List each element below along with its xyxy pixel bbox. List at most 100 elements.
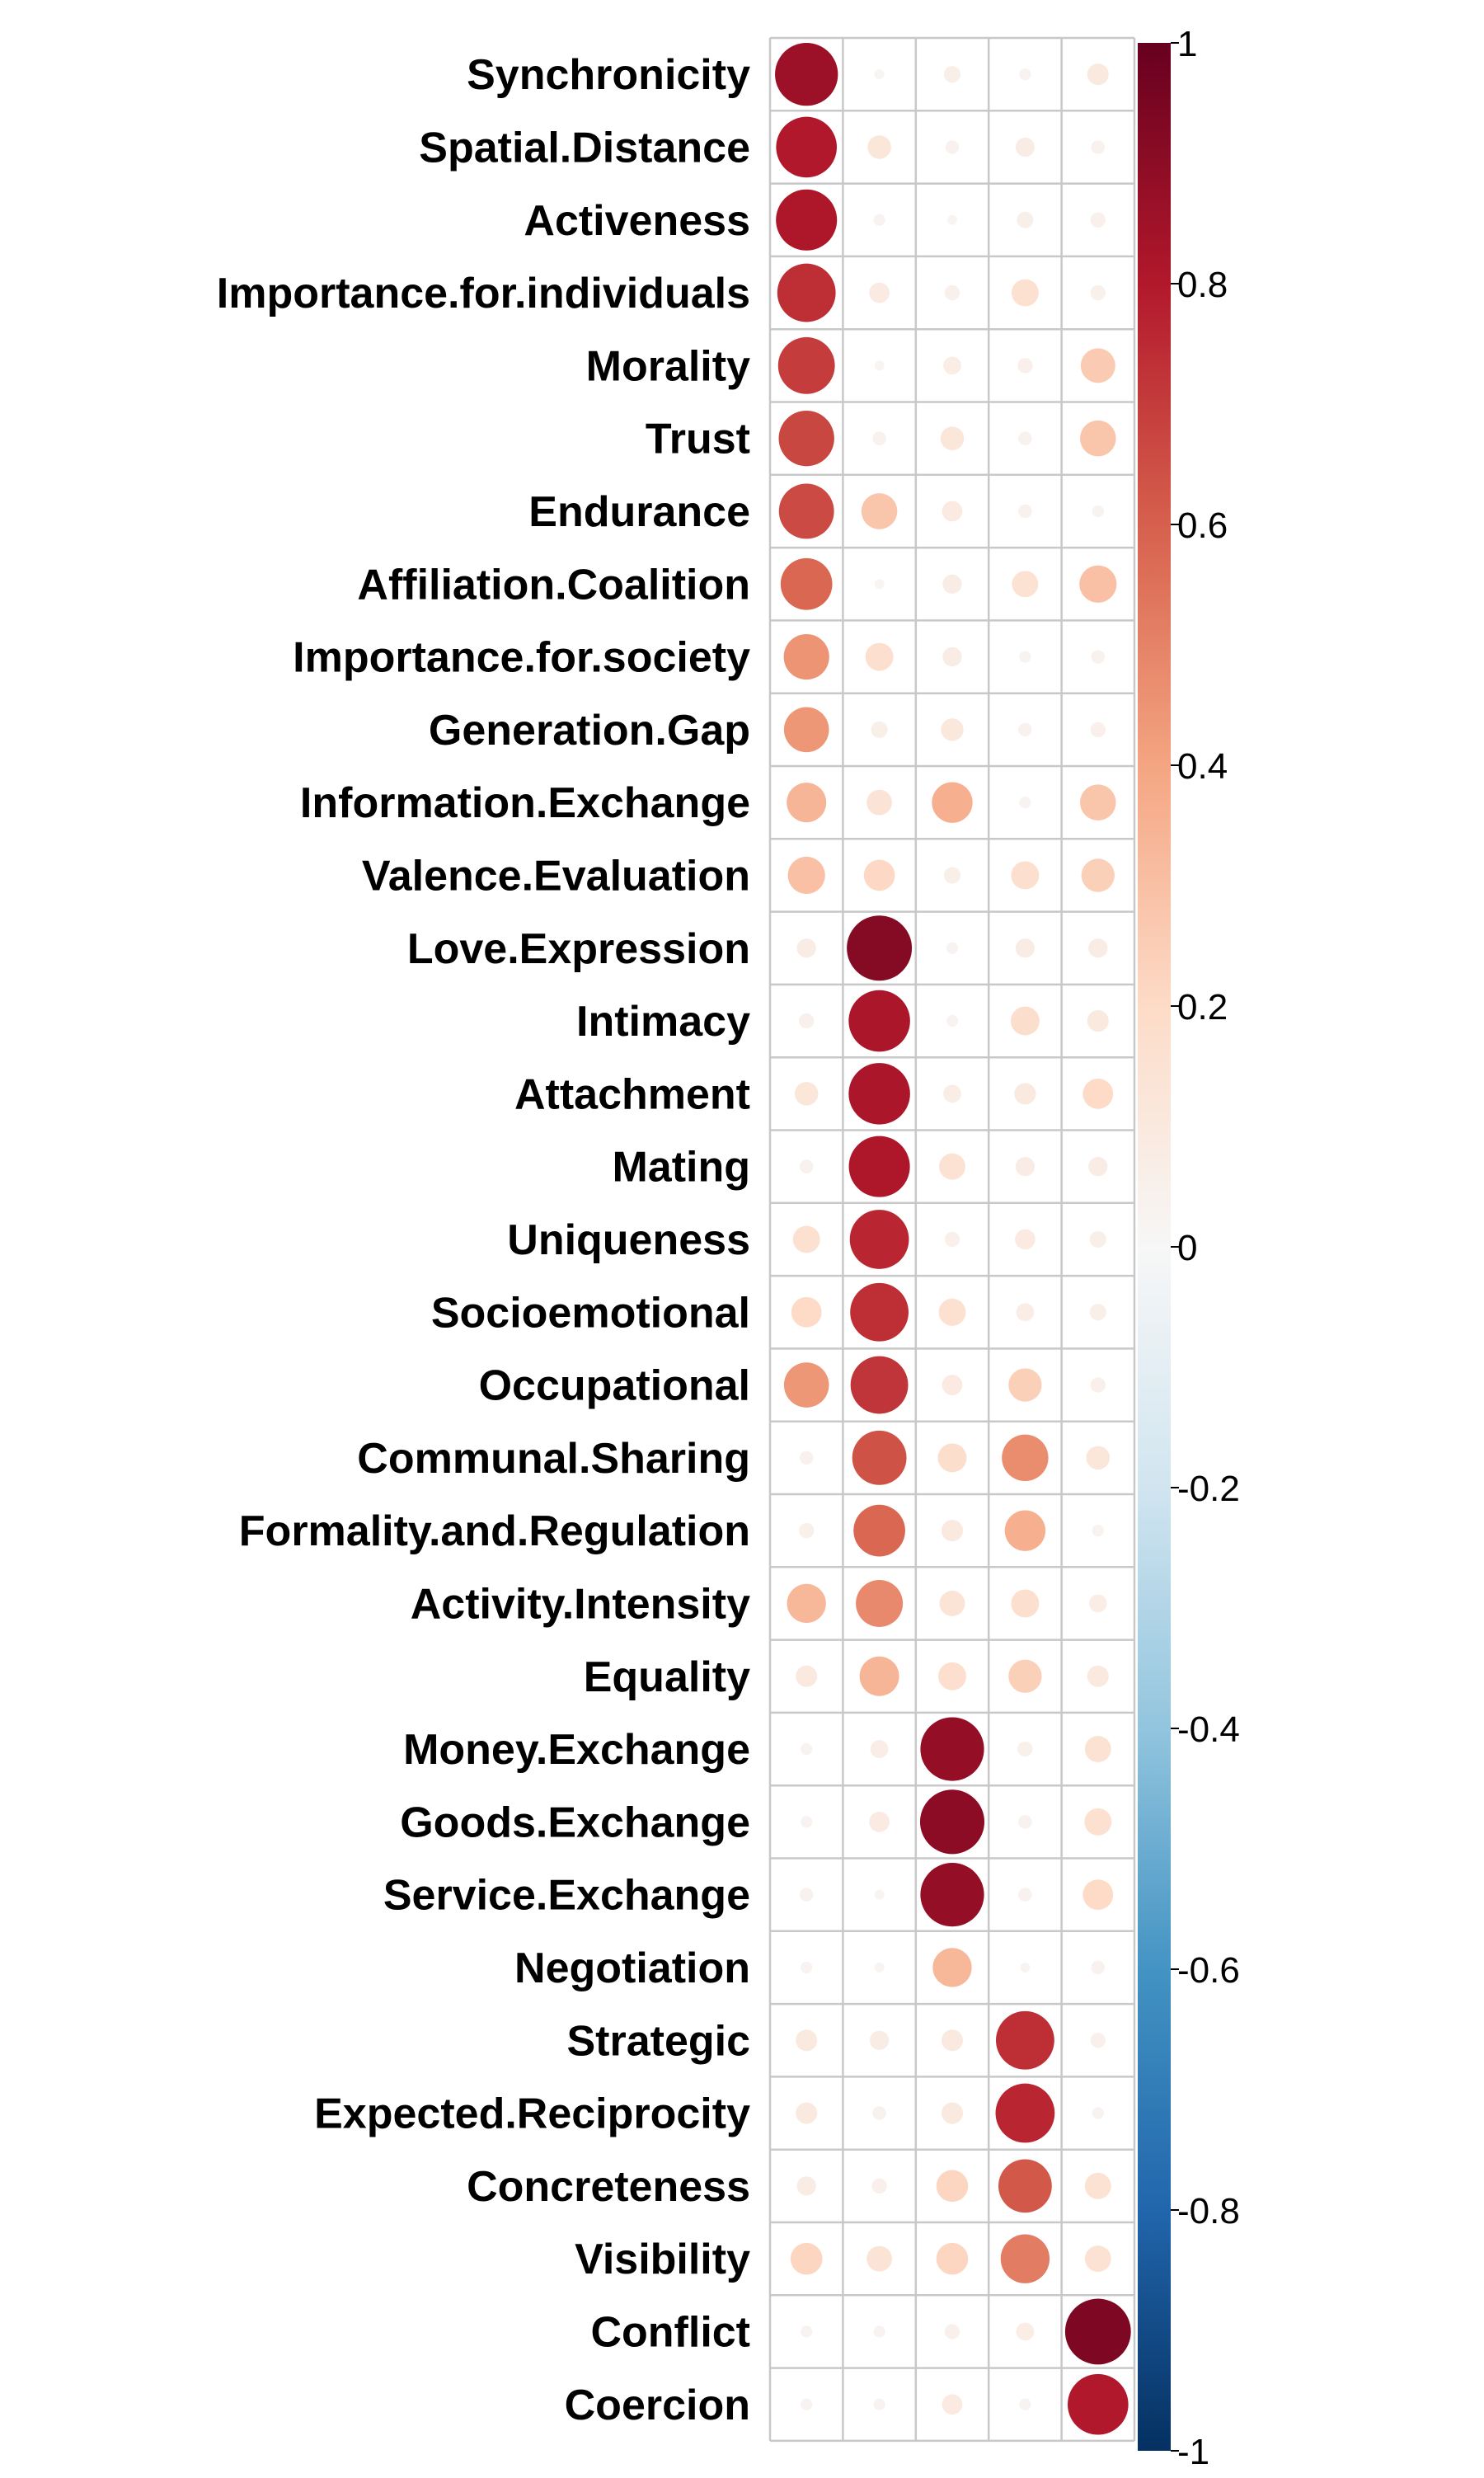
correlation-circle: [873, 214, 885, 226]
correlation-circle: [1019, 68, 1031, 81]
correlation-circle: [776, 116, 838, 178]
correlation-circle: [1084, 2245, 1111, 2273]
correlation-circle: [775, 42, 838, 106]
correlation-circle: [1008, 1368, 1042, 1402]
correlation-circle: [1090, 284, 1106, 301]
colorbar-tick-label: -0.8: [1177, 2191, 1240, 2231]
correlation-circle: [1084, 1736, 1111, 1762]
row-label: Attachment: [514, 1070, 750, 1118]
correlation-circle: [1084, 1808, 1112, 1836]
correlation-circle: [1079, 565, 1117, 603]
correlation-circle: [1015, 1229, 1036, 1250]
correlation-circle: [871, 721, 888, 738]
correlation-circle: [794, 1082, 819, 1106]
correlation-circle: [945, 140, 960, 154]
row-labels: Synchronicity Spatial.Distance Activeness I…: [217, 51, 750, 2429]
correlation-circle: [1017, 211, 1034, 228]
correlation-circle: [941, 2102, 964, 2124]
row-label: Mating: [612, 1144, 750, 1192]
correlation-circle: [1015, 1157, 1036, 1177]
correlation-circle: [1081, 858, 1115, 892]
correlation-circle: [777, 336, 835, 394]
correlation-circle: [939, 1591, 965, 1616]
correlation-circle: [872, 2106, 886, 2120]
correlation-circle: [863, 859, 895, 891]
correlation-circle: [1084, 2172, 1111, 2199]
row-label: Service.Exchange: [383, 1872, 750, 1920]
correlation-circle: [1092, 1525, 1104, 1537]
correlation-circle: [780, 557, 833, 610]
colorbar: 1 0.8 0.6 0.4 0.2 0 -0.2 -0.4 -0.6 -0.8 -1: [1138, 24, 1240, 2472]
correlation-circle: [938, 1662, 966, 1690]
correlation-circle: [778, 483, 834, 539]
correlation-circle: [1090, 1377, 1106, 1393]
correlation-circle: [1090, 722, 1106, 738]
correlation-circle: [1016, 1303, 1035, 1322]
correlation-circle: [1015, 137, 1036, 158]
correlation-circle: [872, 431, 886, 445]
row-label: Activeness: [524, 197, 750, 245]
row-label: Communal.Sharing: [357, 1435, 750, 1483]
row-label: Activity.Intensity: [411, 1580, 750, 1628]
correlation-circle: [850, 1282, 909, 1342]
correlation-circle: [850, 1356, 909, 1414]
correlation-circle: [938, 1298, 966, 1326]
correlation-circle: [1011, 279, 1039, 307]
correlation-circle: [936, 2170, 969, 2203]
colorbar-tick-label: -0.6: [1177, 1950, 1240, 1991]
row-label: Expected.Reciprocity: [314, 2090, 750, 2138]
row-label: Importance.for.individuals: [217, 270, 750, 317]
row-label: Money.Exchange: [403, 1726, 750, 1774]
correlation-circle: [787, 856, 825, 894]
correlation-circle: [799, 1888, 814, 1902]
row-label: Valence.Evaluation: [362, 852, 750, 900]
correlation-circle: [944, 1231, 960, 1248]
correlation-circle: [1064, 2298, 1131, 2365]
correlation-circle: [1018, 504, 1032, 519]
correlation-circle: [942, 501, 963, 522]
colorbar-tick-label: 0.4: [1177, 746, 1228, 787]
correlation-circle: [1000, 2234, 1050, 2283]
correlation-circle: [801, 1742, 813, 1756]
correlation-circle: [1087, 63, 1109, 86]
correlation-circle: [941, 1520, 964, 1542]
correlation-circle: [871, 2178, 887, 2194]
colorbar-tick-label: 0.8: [1177, 265, 1228, 305]
correlation-circle: [869, 1812, 890, 1832]
correlation-circle: [1090, 212, 1106, 228]
row-label: Concreteness: [467, 2163, 750, 2211]
correlation-circle: [1088, 938, 1108, 958]
correlation-circle: [1091, 1960, 1106, 1975]
correlation-circle: [790, 2242, 823, 2275]
correlation-circle: [1015, 938, 1036, 958]
correlation-circle: [1018, 431, 1032, 445]
row-label: Occupational: [479, 1362, 750, 1410]
correlation-circle: [874, 360, 885, 371]
correlation-circle: [869, 282, 890, 303]
correlation-circle: [1088, 1594, 1107, 1613]
row-label: Affiliation.Coalition: [357, 561, 750, 609]
correlation-circle: [792, 1225, 820, 1253]
correlation-circle: [920, 1717, 984, 1781]
correlation-circle: [1004, 1510, 1046, 1551]
correlation-circle: [777, 263, 836, 322]
correlation-circle: [848, 1063, 910, 1125]
row-label: Love.Expression: [407, 925, 750, 973]
correlation-circle: [946, 1014, 959, 1027]
correlation-circle: [1080, 784, 1116, 821]
correlation-circle: [943, 867, 961, 884]
correlation-circle: [783, 1362, 829, 1408]
correlation-circle: [1011, 861, 1040, 890]
correlation-circle: [944, 284, 960, 301]
correlation-circle: [874, 1962, 885, 1973]
colorbar-gradient: [1138, 43, 1171, 2451]
correlation-circle: [861, 493, 898, 529]
correlation-circle: [1018, 1815, 1032, 1829]
correlation-circle: [942, 647, 962, 667]
colorbar-tick-label: 0: [1177, 1228, 1197, 1268]
correlation-circle: [932, 782, 973, 823]
correlation-circle: [873, 2325, 885, 2338]
correlation-circle: [796, 2029, 818, 2052]
correlation-circle: [847, 915, 913, 981]
colorbar-tick-label: -0.4: [1177, 1709, 1240, 1750]
